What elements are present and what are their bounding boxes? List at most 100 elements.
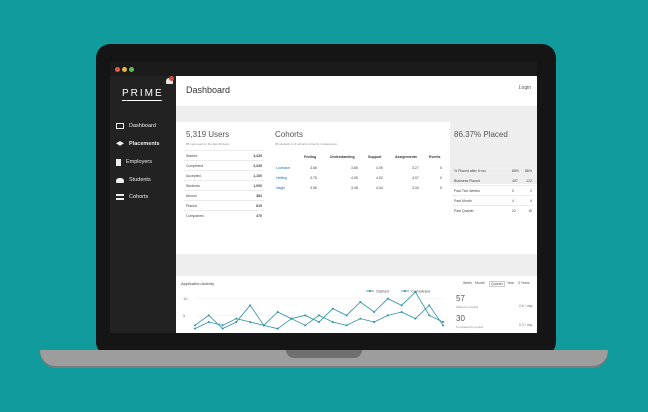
started-rate: 0.6 / day <box>519 304 533 308</box>
data-point <box>428 314 431 317</box>
minimize-window-button[interactable] <box>122 67 127 72</box>
table-cell: 4.05 <box>351 176 358 180</box>
table-row: Companies 470 <box>184 210 264 220</box>
column-header: Feeling <box>304 155 317 159</box>
laptop-notch <box>286 350 362 358</box>
legend-marker <box>404 290 406 292</box>
column-header: Understanding <box>330 155 355 159</box>
data-point <box>304 314 307 317</box>
table-cell: 4.02 <box>376 176 383 180</box>
data-point <box>194 324 196 327</box>
data-point <box>331 321 334 323</box>
table-row: Alumni 384 <box>184 190 264 200</box>
header: Dashboard Login <box>176 76 537 106</box>
table-cell: 0 <box>440 166 442 170</box>
sidebar-item-students[interactable]: Students <box>116 175 174 185</box>
institution-icon <box>116 194 124 200</box>
range-week-button[interactable]: Week <box>463 281 472 285</box>
header-band <box>176 106 537 122</box>
range-year-button[interactable]: Year <box>507 281 515 285</box>
column-header: Support <box>368 155 382 159</box>
data-point <box>276 311 279 313</box>
column-header: Events <box>429 155 441 159</box>
data-point <box>318 321 320 323</box>
table-cell: 4.04 <box>376 186 383 190</box>
legend-marker <box>369 290 371 292</box>
screen: PRIME Dashboard Placements Employers Stu… <box>110 62 537 333</box>
table-row: Students 1,000 <box>184 180 264 190</box>
users-icon <box>116 177 124 183</box>
page-title: Dashboard <box>186 85 231 95</box>
started-label: Started in period <box>456 305 479 309</box>
cohorts-title: Cohorts <box>275 130 304 139</box>
graduation-cap-icon <box>116 141 124 146</box>
table-row: Started 4,425 <box>184 150 264 160</box>
table-row: Business Placed 497 122 <box>452 175 534 185</box>
y-tick-label: 10 <box>183 296 188 301</box>
maximize-window-button[interactable] <box>129 67 134 72</box>
activity-chart: 10 5 Started Completed <box>183 289 444 330</box>
data-point <box>400 311 403 313</box>
data-point <box>235 321 238 323</box>
sidebar-item-label: Cohorts <box>129 194 149 200</box>
data-point <box>194 327 196 330</box>
activity-title: Application Activity <box>181 281 215 286</box>
data-point <box>386 297 389 300</box>
close-window-button[interactable] <box>115 67 120 72</box>
data-point <box>400 304 403 307</box>
sidebar-item-label: Employers <box>126 159 152 165</box>
range-quarter-button[interactable]: Quarter <box>489 281 505 287</box>
data-point <box>207 321 210 323</box>
legend-label: Completed <box>411 289 430 294</box>
login-link[interactable]: Login <box>518 85 531 91</box>
data-point <box>442 324 444 327</box>
dashboard-icon <box>116 123 124 129</box>
completed-label: Completed in period <box>456 325 483 329</box>
data-point <box>359 317 362 320</box>
window-titlebar <box>110 62 537 76</box>
cohort-link-hetting[interactable]: Hetting <box>276 176 288 180</box>
placed-title: 86.37% Placed <box>454 130 508 139</box>
table-cell: 0 <box>440 176 442 180</box>
completed-rate: 0.3 / day <box>519 323 533 327</box>
data-point <box>331 307 334 310</box>
started-count: 57 <box>456 294 465 303</box>
sidebar-item-label: Students <box>129 177 151 183</box>
data-point <box>373 311 376 313</box>
table-cell: 3.34 <box>412 186 419 190</box>
table-cell: 3.27 <box>412 166 419 170</box>
series-line-completed <box>194 304 444 330</box>
table-cell: 3.85 <box>351 166 358 170</box>
table-row: Past Quarter 22 15 <box>452 205 534 215</box>
data-point <box>262 324 265 327</box>
data-point <box>207 314 210 317</box>
logo-underline <box>122 100 162 101</box>
data-point <box>235 317 238 320</box>
data-point <box>345 314 348 317</box>
data-point <box>414 317 417 320</box>
table-cell: 3.75 <box>310 176 317 180</box>
range-month-button[interactable]: Month <box>475 281 485 285</box>
bell-icon[interactable] <box>166 78 173 84</box>
legend-label: Started <box>376 289 389 294</box>
sidebar-item-employers[interactable]: Employers <box>116 157 174 167</box>
table-row: Past Two Weeks 0 1 <box>452 185 534 195</box>
table-row: Completed 2,339 <box>184 160 264 170</box>
data-point <box>318 314 320 317</box>
sidebar-item-label: Dashboard <box>129 123 156 129</box>
cohort-link-lovelace[interactable]: Lovelace <box>276 166 291 170</box>
table-row: Past Month 4 4 <box>452 195 534 205</box>
section-band <box>176 254 537 276</box>
range-3years-button[interactable]: 3 Years <box>518 281 530 285</box>
sidebar-item-label: Placements <box>129 141 160 147</box>
sidebar-item-cohorts[interactable]: Cohorts <box>116 192 174 202</box>
data-point <box>345 324 348 327</box>
notification-badge <box>169 76 174 81</box>
column-header: Assignments <box>395 155 417 159</box>
sidebar-item-dashboard[interactable]: Dashboard <box>116 121 174 131</box>
data-point <box>304 324 307 327</box>
cohort-link-nagle[interactable]: Nagle <box>276 186 286 190</box>
users-subtitle: 85 new users in the last 30 days. <box>186 142 230 146</box>
building-icon <box>116 158 121 166</box>
sidebar-item-placements[interactable]: Placements <box>116 139 174 149</box>
